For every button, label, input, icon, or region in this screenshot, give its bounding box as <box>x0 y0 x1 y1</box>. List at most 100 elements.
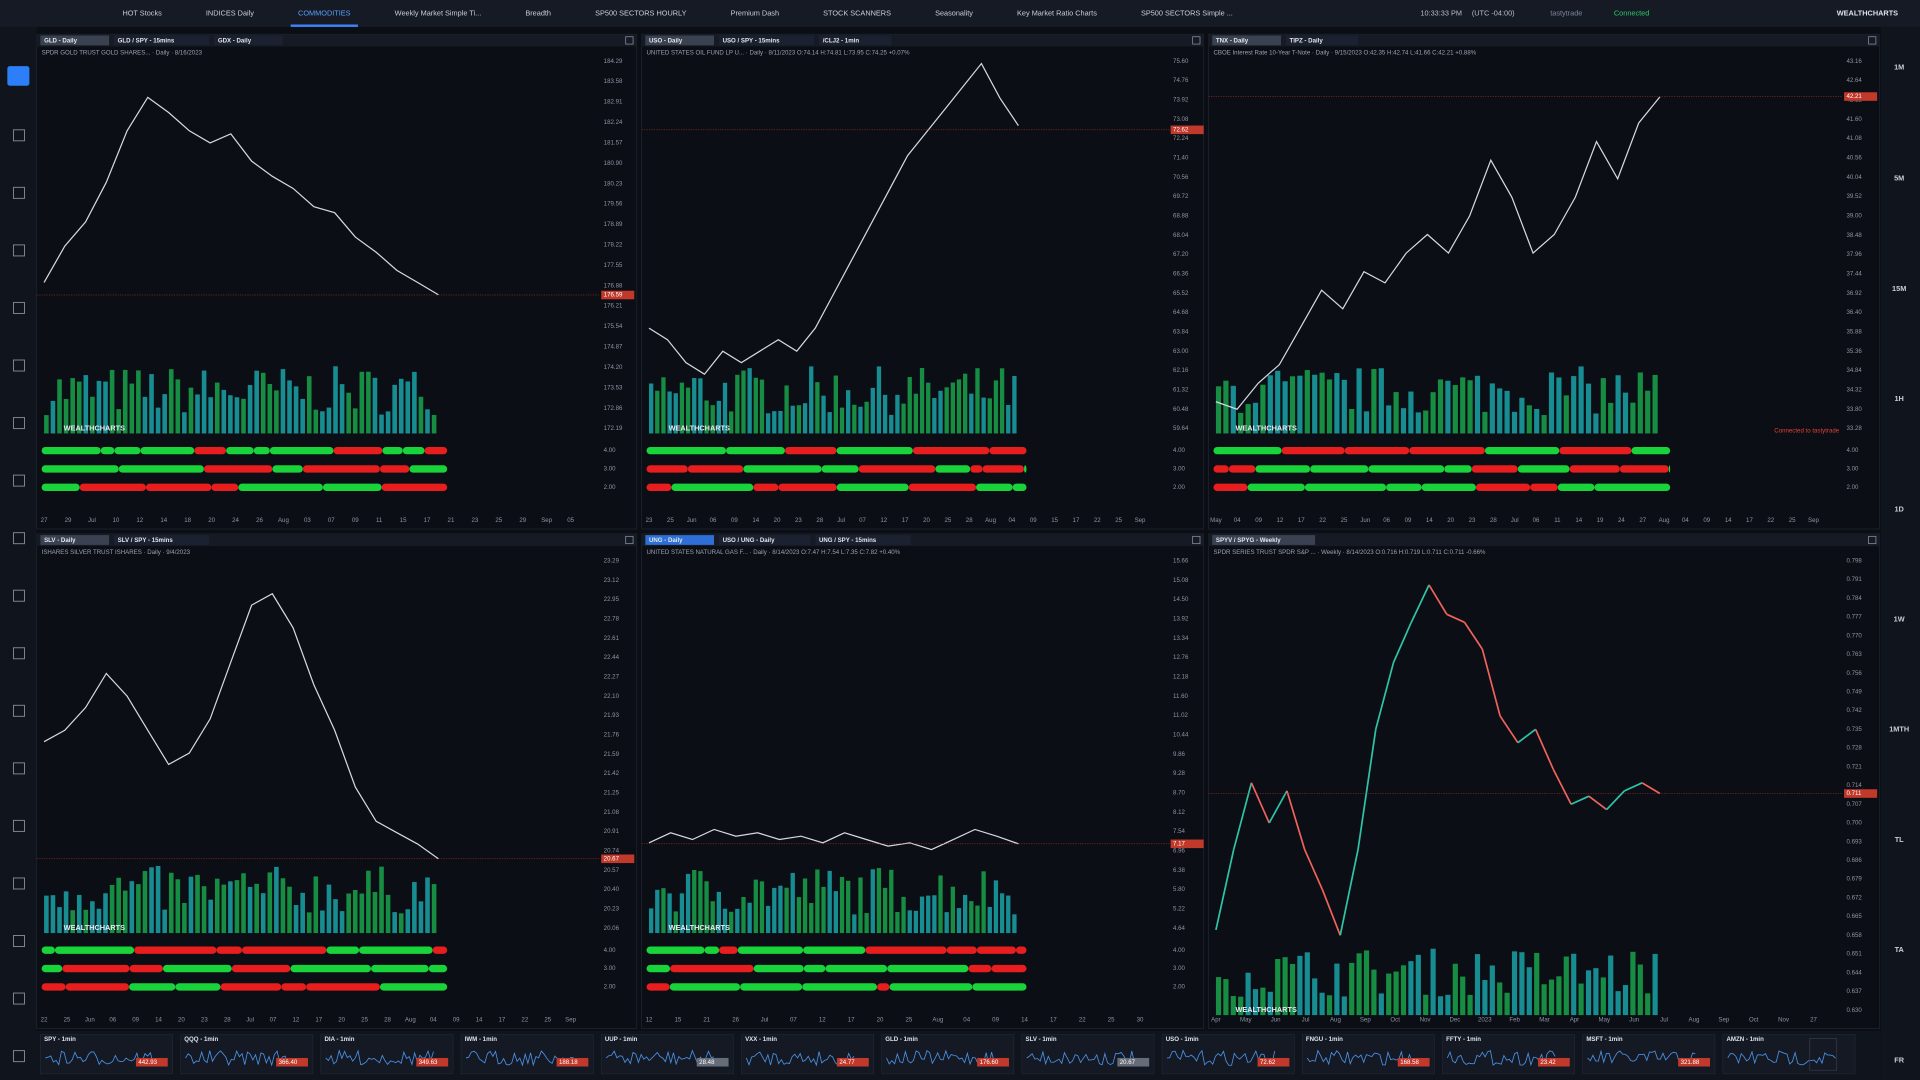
price-tick: 0.630 <box>1847 1007 1863 1014</box>
ticker-card[interactable] <box>1442 1034 1575 1075</box>
tool-icon[interactable] <box>12 301 25 314</box>
chart-tab[interactable] <box>718 35 815 46</box>
date-label: 06 <box>109 1017 116 1024</box>
tool-icon[interactable] <box>12 877 25 890</box>
ticker-card[interactable] <box>460 1034 594 1075</box>
price-tick: 41.08 <box>1847 135 1863 142</box>
chart-tab-label[interactable]: USO / UNG - Daily <box>723 537 776 544</box>
chart-tab[interactable] <box>214 35 283 46</box>
tool-icon[interactable] <box>12 704 25 717</box>
top-tab[interactable]: SP500 SECTORS Simple ... <box>1141 8 1233 17</box>
chart-tab-label[interactable]: GLD / SPY - 15mins <box>118 37 175 44</box>
ticker-card[interactable] <box>1722 1034 1856 1075</box>
timeframe[interactable]: 1D <box>1894 504 1903 513</box>
chart-tab-label[interactable]: UNG / SPY - 15mins <box>819 537 877 544</box>
timeframe[interactable]: 5M <box>1894 174 1904 183</box>
tool-icon[interactable] <box>12 935 25 948</box>
timeframe[interactable]: FR <box>1894 1055 1904 1064</box>
timeframe[interactable]: 1M <box>1894 62 1904 71</box>
chart-tab[interactable] <box>718 535 811 545</box>
top-tab[interactable]: INDICES Daily <box>206 8 254 17</box>
indicator-segment <box>381 483 448 492</box>
ticker-card[interactable] <box>1301 1034 1435 1075</box>
top-tab[interactable]: Breadth <box>525 8 551 17</box>
add-button[interactable] <box>7 66 30 86</box>
price-tick: 34.84 <box>1847 367 1863 374</box>
chart-tab-label[interactable]: UNG - Daily <box>649 537 683 544</box>
panel-close[interactable] <box>1868 36 1877 45</box>
volume-bar <box>778 885 783 934</box>
timeframe[interactable]: TL <box>1895 835 1904 844</box>
timeframe[interactable]: 1H <box>1894 394 1903 403</box>
tool-icon[interactable] <box>12 992 25 1005</box>
timeframe[interactable]: 1W <box>1894 615 1905 624</box>
volume-bar <box>1334 373 1340 434</box>
tool-icon[interactable] <box>12 819 25 832</box>
timeframe[interactable]: TA <box>1895 945 1905 954</box>
chart-tab[interactable] <box>819 35 892 46</box>
chart-tab-label[interactable]: GLD - Daily <box>44 37 78 44</box>
chart-tab[interactable] <box>815 535 911 545</box>
chart-tab-label[interactable]: /CLJ2 - 1min <box>823 37 860 44</box>
ticker-card[interactable] <box>1161 1034 1295 1075</box>
tool-icon[interactable] <box>12 186 25 199</box>
top-tab[interactable]: SP500 SECTORS HOURLY <box>595 8 686 17</box>
volume-bar <box>1012 375 1017 434</box>
panel-close[interactable] <box>1868 535 1877 545</box>
chart-tab-label[interactable]: SPYV / SPYG - Weekly <box>1216 537 1281 544</box>
volume-bar <box>993 380 999 434</box>
tool-icon[interactable] <box>12 474 25 487</box>
chart-tab-label[interactable]: TIPZ - Daily <box>1290 37 1324 44</box>
indicator-segment <box>379 983 448 991</box>
top-tab[interactable]: STOCK SCANNERS <box>823 8 891 17</box>
volume-bar <box>1437 996 1444 1016</box>
tool-icon[interactable] <box>12 589 25 602</box>
chart-tab[interactable] <box>645 35 714 46</box>
chart-tab[interactable] <box>114 35 210 46</box>
ticker-card[interactable] <box>320 1034 454 1075</box>
tool-icon[interactable] <box>12 532 25 545</box>
add-ticker[interactable] <box>1809 1038 1838 1071</box>
timeframe[interactable]: 15M <box>1892 284 1906 293</box>
volume-bar <box>175 879 181 934</box>
chart-tab-label[interactable]: GDX - Daily <box>218 37 252 44</box>
indicator-level: 2.00 <box>1173 984 1185 991</box>
chart-tab[interactable] <box>1212 35 1281 46</box>
volume-bar <box>938 875 943 934</box>
tool-icon[interactable] <box>12 417 25 430</box>
timeframe[interactable]: 1MTH <box>1889 725 1909 734</box>
chart-tab-label[interactable]: TNX - Daily <box>1216 37 1249 44</box>
volume-bar <box>864 913 869 934</box>
chart-tab-label[interactable]: USO / SPY - 15mins <box>723 37 781 44</box>
chart-tab[interactable] <box>1285 35 1359 46</box>
chart-tab[interactable] <box>40 535 110 545</box>
volume-bar <box>398 378 404 434</box>
tool-icon[interactable] <box>12 244 25 257</box>
tool-icon[interactable] <box>12 1050 25 1063</box>
top-tab[interactable]: Premium Dash <box>731 8 779 17</box>
chart-tab-label[interactable]: SLV / SPY - 15mins <box>118 537 174 544</box>
panel-close[interactable] <box>625 535 634 545</box>
top-tab[interactable]: Key Market Ratio Charts <box>1017 8 1097 17</box>
top-tab[interactable]: Weekly Market Simple Ti... <box>395 8 482 17</box>
chart-tab[interactable] <box>645 535 714 545</box>
ticker-card[interactable] <box>1021 1034 1155 1075</box>
chart-tab-label[interactable]: USO - Daily <box>649 37 683 44</box>
indicator-segment <box>253 446 270 455</box>
chart-tab[interactable] <box>114 535 210 545</box>
tool-icon[interactable] <box>12 647 25 660</box>
panel-close[interactable] <box>625 36 634 45</box>
tool-icon[interactable] <box>12 762 25 775</box>
chart-tab[interactable] <box>1212 535 1316 545</box>
chart-tab-label[interactable]: SLV - Daily <box>44 537 76 544</box>
chart-tab[interactable] <box>40 35 110 46</box>
volume-bar <box>975 368 980 434</box>
panel-close[interactable] <box>1192 36 1201 45</box>
ticker-card[interactable] <box>741 1034 874 1075</box>
top-tab[interactable]: HOT Stocks <box>122 8 162 17</box>
top-tab[interactable]: COMMODITIES <box>298 8 351 17</box>
panel-close[interactable] <box>1192 535 1201 545</box>
tool-icon[interactable] <box>12 129 25 142</box>
tool-icon[interactable] <box>12 359 25 372</box>
top-tab[interactable]: Seasonality <box>935 8 973 17</box>
